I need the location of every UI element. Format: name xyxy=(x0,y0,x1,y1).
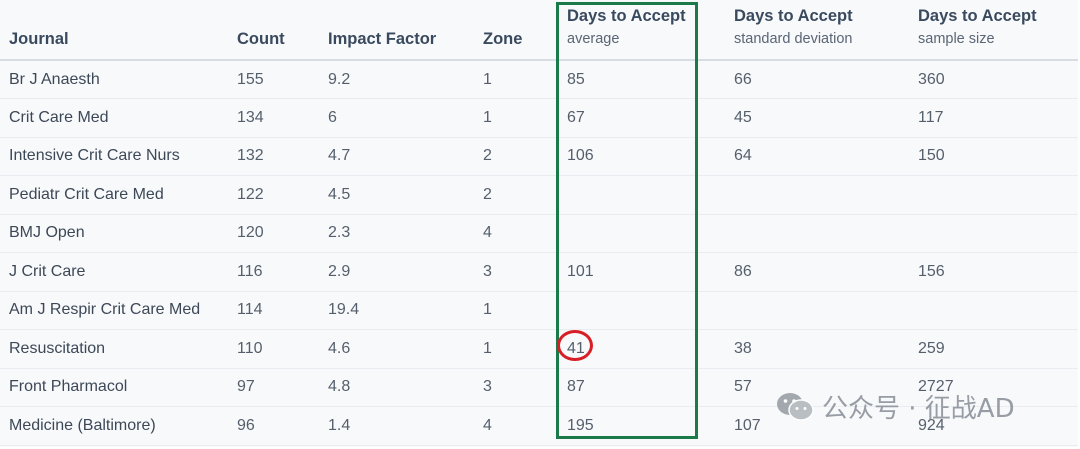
impact-factor-cell: 4.6 xyxy=(319,329,474,369)
average-cell: 101 xyxy=(558,252,725,292)
header-sub-average: average xyxy=(567,31,620,47)
journal-cell: Pediatr Crit Care Med xyxy=(0,175,228,215)
header-zone: Zone xyxy=(474,0,558,61)
zone-cell: 1 xyxy=(474,60,558,99)
watermark: 公众号 · 征战AD xyxy=(776,388,1015,425)
table-row: J Crit Care 116 2.9 3 101 86 156 xyxy=(0,252,1078,292)
table-row: Pediatr Crit Care Med 122 4.5 2 xyxy=(0,175,1078,215)
header-sub-std-dev: standard deviation xyxy=(734,31,853,47)
journal-cell: J Crit Care xyxy=(0,252,228,292)
average-cell: 195 xyxy=(558,406,725,446)
count-cell: 110 xyxy=(228,329,319,369)
sample-size-cell xyxy=(909,291,1078,330)
header-impact-factor: Impact Factor xyxy=(319,0,474,61)
impact-factor-cell: 1.4 xyxy=(319,406,474,446)
zone-cell: 1 xyxy=(474,329,558,369)
count-cell: 96 xyxy=(228,406,319,446)
sample-size-cell: 117 xyxy=(909,98,1078,138)
header-count: Count xyxy=(228,0,319,61)
table-row: Intensive Crit Care Nurs 132 4.7 2 106 64 150 xyxy=(0,137,1078,176)
impact-factor-cell: 2.3 xyxy=(319,214,474,253)
count-cell: 122 xyxy=(228,175,319,215)
impact-factor-cell: 9.2 xyxy=(319,60,474,99)
average-cell xyxy=(558,291,725,330)
header-group-title: Days to Accept xyxy=(567,7,686,25)
std-dev-cell: 38 xyxy=(725,329,909,369)
average-cell: 41 xyxy=(558,329,725,369)
journal-cell: BMJ Open xyxy=(0,214,228,253)
count-cell: 132 xyxy=(228,137,319,176)
count-cell: 134 xyxy=(228,98,319,138)
journal-cell: Am J Respir Crit Care Med xyxy=(0,291,228,330)
table-row: Resuscitation 110 4.6 1 41 38 259 xyxy=(0,329,1078,369)
zone-cell: 1 xyxy=(474,291,558,330)
sample-size-cell: 156 xyxy=(909,252,1078,292)
average-cell: 87 xyxy=(558,368,725,407)
std-dev-cell: 66 xyxy=(725,60,909,99)
average-cell xyxy=(558,214,725,253)
std-dev-cell xyxy=(725,291,909,330)
average-cell: 67 xyxy=(558,98,725,138)
std-dev-cell: 64 xyxy=(725,137,909,176)
count-cell: 155 xyxy=(228,60,319,99)
header-sub-sample-size: sample size xyxy=(918,31,995,47)
sample-size-cell: 150 xyxy=(909,137,1078,176)
impact-factor-cell: 2.9 xyxy=(319,252,474,292)
std-dev-cell xyxy=(725,175,909,215)
header-days-sample-size: Days to Accept sample size xyxy=(909,0,1078,61)
watermark-text: 公众号 · 征战AD xyxy=(822,394,1015,424)
std-dev-cell xyxy=(725,214,909,253)
std-dev-cell: 45 xyxy=(725,98,909,138)
zone-cell: 4 xyxy=(474,406,558,446)
sample-size-cell xyxy=(909,175,1078,215)
journal-cell: Resuscitation xyxy=(0,329,228,369)
table-row: Br J Anaesth 155 9.2 1 85 66 360 xyxy=(0,60,1078,99)
journal-cell: Intensive Crit Care Nurs xyxy=(0,137,228,176)
table-row: Am J Respir Crit Care Med 114 19.4 1 xyxy=(0,291,1078,330)
table-row: BMJ Open 120 2.3 4 xyxy=(0,214,1078,253)
header-journal: Journal xyxy=(0,0,228,61)
sample-size-cell xyxy=(909,214,1078,253)
sample-size-cell: 924 xyxy=(909,406,1078,446)
zone-cell: 2 xyxy=(474,137,558,176)
sample-size-cell: 2727 xyxy=(909,368,1078,407)
header-days-std-dev: Days to Accept standard deviation xyxy=(725,0,909,61)
zone-cell: 1 xyxy=(474,98,558,138)
impact-factor-cell: 6 xyxy=(319,98,474,138)
table-row: Crit Care Med 134 6 1 67 45 117 xyxy=(0,98,1078,138)
zone-cell: 2 xyxy=(474,175,558,215)
count-cell: 114 xyxy=(228,291,319,330)
journal-cell: Medicine (Baltimore) xyxy=(0,406,228,446)
header-days-average: Days to Accept average xyxy=(558,0,725,61)
impact-factor-cell: 19.4 xyxy=(319,291,474,330)
zone-cell: 3 xyxy=(474,368,558,407)
std-dev-cell: 57 xyxy=(725,368,909,407)
count-cell: 97 xyxy=(228,368,319,407)
header-group-title: Days to Accept xyxy=(918,7,1037,25)
zone-cell: 3 xyxy=(474,252,558,292)
sample-size-cell: 259 xyxy=(909,329,1078,369)
count-cell: 116 xyxy=(228,252,319,292)
journal-cell: Br J Anaesth xyxy=(0,60,228,99)
header-row: Journal Count Impact Factor Zone Days to… xyxy=(0,0,1078,61)
impact-factor-cell: 4.8 xyxy=(319,368,474,407)
journal-cell: Front Pharmacol xyxy=(0,368,228,407)
impact-factor-cell: 4.7 xyxy=(319,137,474,176)
average-cell: 106 xyxy=(558,137,725,176)
average-cell: 85 xyxy=(558,60,725,99)
impact-factor-cell: 4.5 xyxy=(319,175,474,215)
sample-size-cell: 360 xyxy=(909,60,1078,99)
journal-cell: Crit Care Med xyxy=(0,98,228,138)
count-cell: 120 xyxy=(228,214,319,253)
wechat-icon xyxy=(776,391,814,423)
std-dev-cell: 86 xyxy=(725,252,909,292)
header-group-title: Days to Accept xyxy=(734,7,853,25)
std-dev-cell: 107 xyxy=(725,406,909,446)
average-cell xyxy=(558,175,725,215)
zone-cell: 4 xyxy=(474,214,558,253)
